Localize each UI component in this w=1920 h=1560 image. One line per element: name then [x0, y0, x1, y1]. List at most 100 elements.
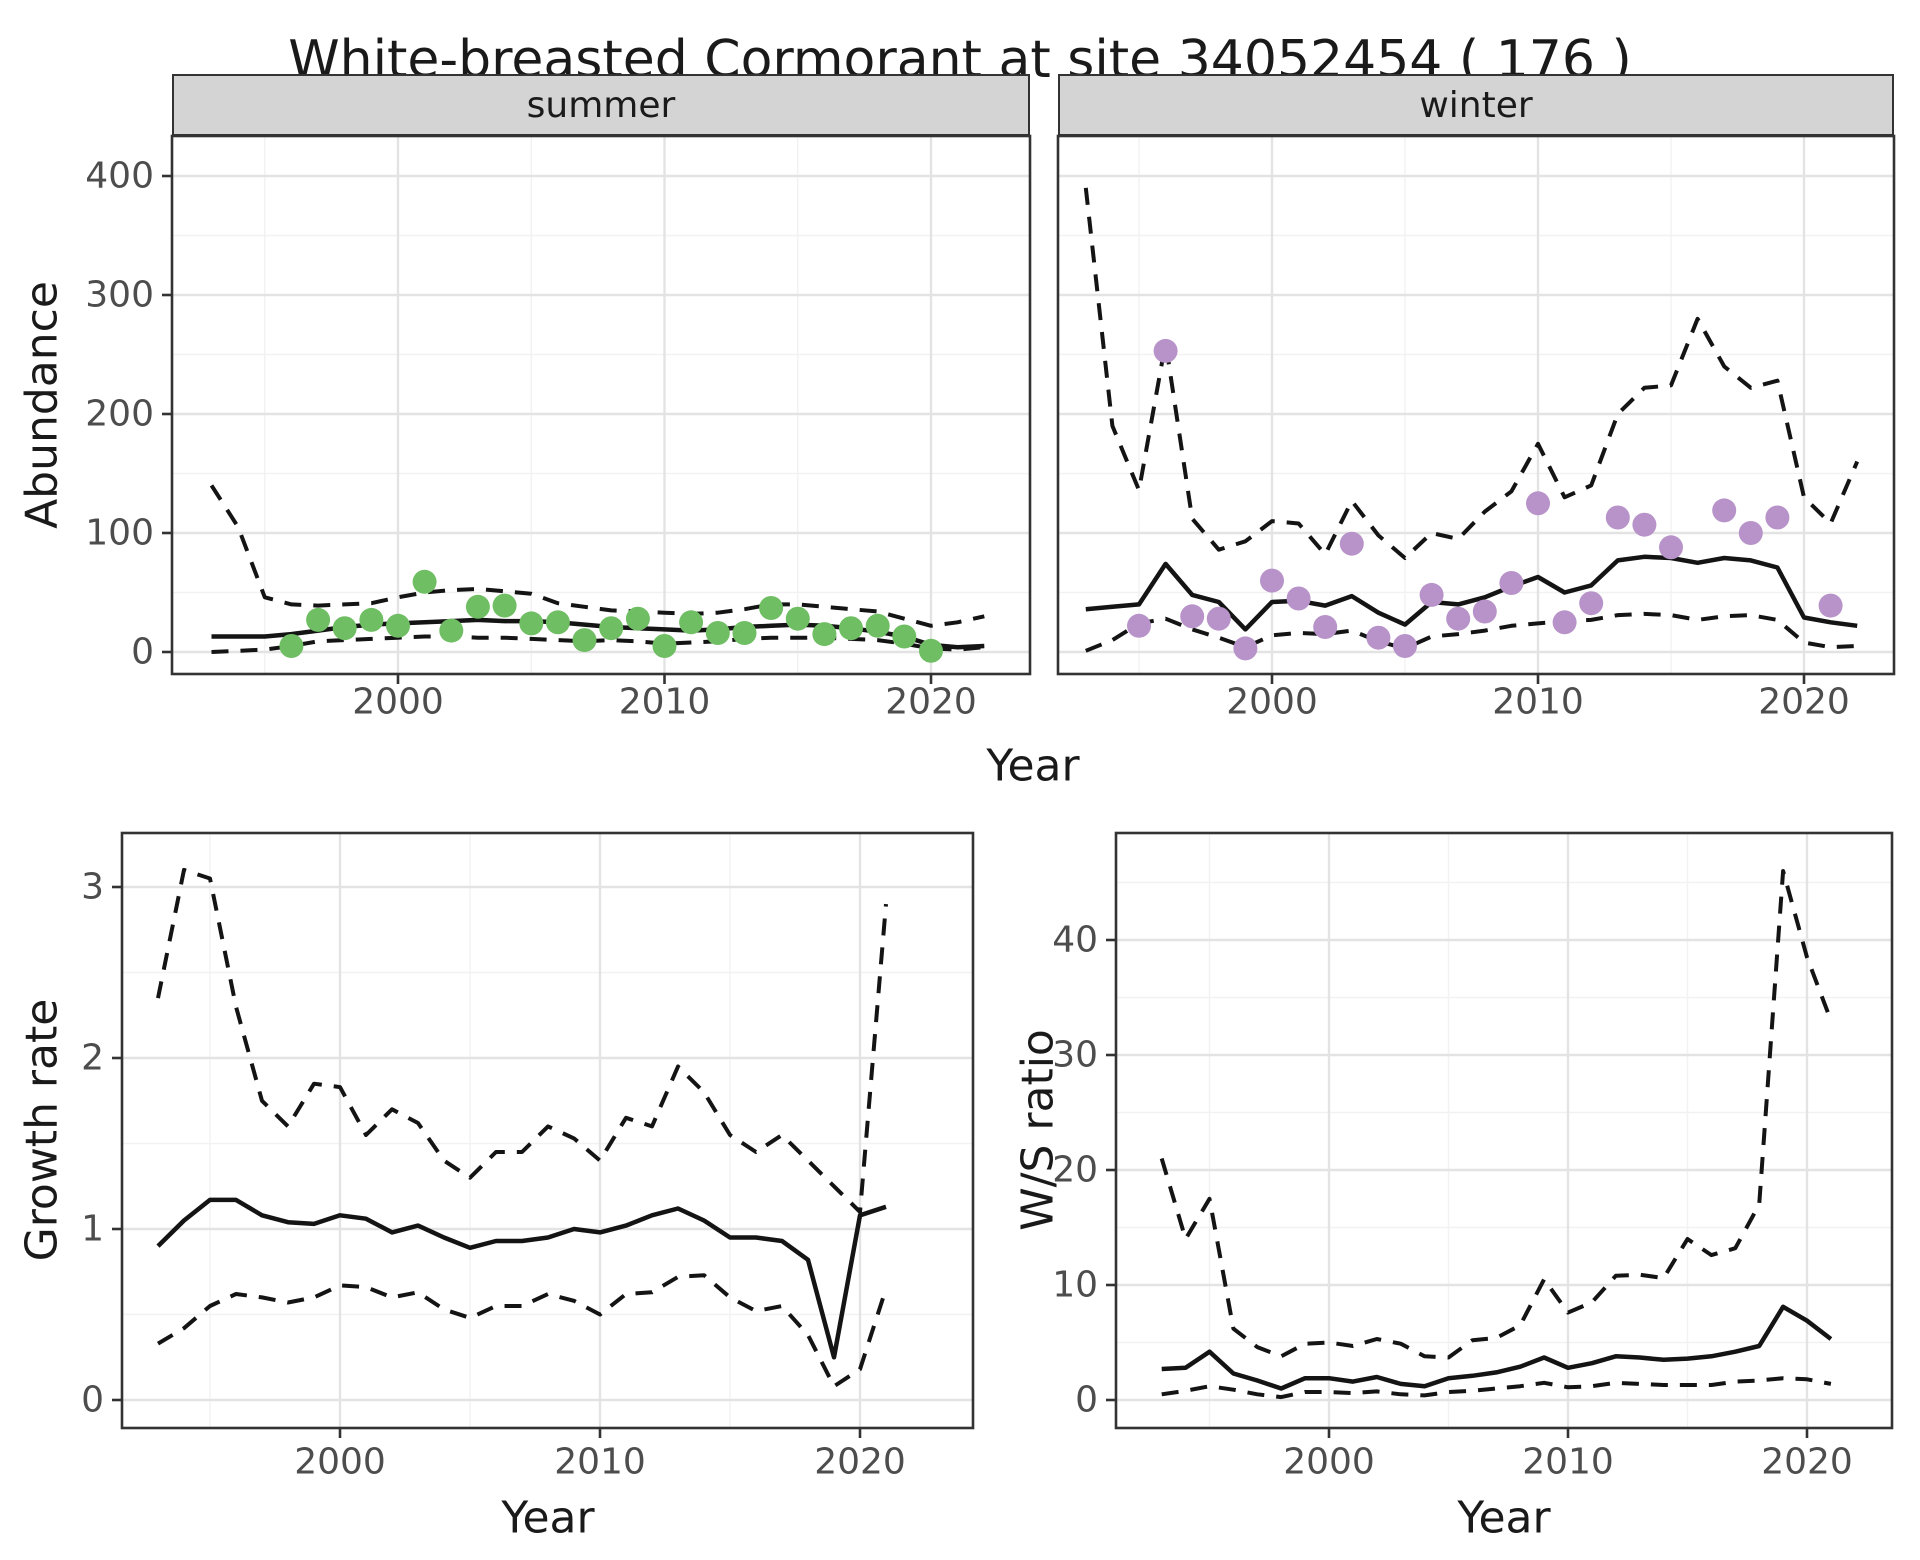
data-point-summer: [332, 616, 357, 641]
y-tick-label: 10: [1052, 1265, 1098, 1306]
data-point-summer: [306, 607, 331, 632]
panel-background: [1116, 833, 1892, 1428]
data-point-winter: [1738, 521, 1763, 545]
panel-border: [170, 134, 1032, 676]
x-tick-label: 2000: [294, 1442, 386, 1483]
x-tick-label: 2020: [1758, 682, 1850, 723]
facet-strip-winter: winter: [1058, 74, 1894, 136]
data-point-summer: [545, 610, 570, 635]
panel-border: [1114, 831, 1894, 1430]
panel-border: [120, 831, 975, 1430]
x-tick-label: 2010: [619, 682, 711, 723]
panel-growth-rate: 2000 2010 2020 0 1 2 3: [81, 831, 975, 1483]
series-fit: [1085, 554, 1858, 632]
y-tick-label: 1: [81, 1209, 104, 1250]
data-point-winter: [1446, 606, 1471, 631]
y-tick-label: 400: [85, 156, 154, 197]
y-tick-label: 100: [85, 513, 154, 554]
x-tick-label: 2010: [1522, 1442, 1614, 1483]
data-point-winter: [1632, 512, 1657, 537]
x-axis-title-ws-ratio: Year: [1457, 1492, 1551, 1544]
y-tick-label: 0: [131, 632, 154, 673]
x-tick-label: 2020: [1761, 1442, 1853, 1483]
data-point-summer: [625, 606, 650, 631]
series-fit: [156, 1197, 887, 1360]
data-point-winter: [1526, 491, 1550, 516]
data-point-summer: [572, 628, 597, 653]
panel-background: [1058, 136, 1894, 674]
facet-strip-summer: summer: [172, 74, 1030, 136]
data-point-summer: [679, 610, 704, 635]
data-point-winter: [1499, 571, 1524, 595]
data-point-summer: [785, 606, 810, 631]
panel-background: [172, 136, 1030, 674]
series-fit: [1161, 1304, 1833, 1391]
data-point-summer: [892, 624, 917, 649]
data-point-winter: [1366, 625, 1391, 650]
data-point-summer: [439, 618, 464, 643]
data-point-summer: [865, 613, 890, 638]
facet-strip-summer-label: summer: [526, 84, 676, 126]
data-point-summer: [705, 621, 730, 645]
data-point-summer: [919, 638, 943, 663]
data-point-winter: [1765, 505, 1790, 530]
data-point-winter: [1818, 593, 1843, 618]
data-point-winter: [1313, 615, 1338, 639]
data-point-winter: [1605, 505, 1630, 530]
y-tick-label: 200: [85, 394, 154, 435]
data-point-winter: [1659, 535, 1683, 560]
series-upper_ci: [1083, 187, 1860, 560]
data-point-summer: [412, 569, 437, 594]
data-point-winter: [1552, 610, 1577, 635]
panel-abundance-summer: 2000 2010 2020 0 100 200 300 400: [85, 134, 1032, 723]
data-point-summer: [839, 616, 863, 641]
data-point-winter: [1712, 498, 1737, 523]
data-point-summer: [812, 622, 837, 647]
data-point-summer: [279, 634, 304, 658]
y-tick-label: 3: [81, 867, 104, 908]
data-point-winter: [1286, 586, 1311, 611]
x-axis-title-growth-rate: Year: [501, 1492, 595, 1544]
x-tick-label: 2020: [814, 1442, 906, 1483]
y-tick-label: 20: [1052, 1150, 1098, 1191]
y-tick-label: 2: [81, 1038, 104, 1079]
panel-background: [122, 833, 973, 1428]
data-point-summer: [652, 634, 677, 658]
series-lower_ci: [1161, 1376, 1832, 1400]
data-point-winter: [1233, 636, 1258, 661]
data-point-summer: [599, 616, 624, 641]
data-point-winter: [1579, 591, 1604, 616]
data-point-summer: [465, 594, 490, 619]
series-lower_ci: [1085, 611, 1858, 653]
data-point-summer: [492, 593, 517, 618]
x-tick-label: 2000: [1226, 682, 1318, 723]
y-tick-label: 30: [1052, 1035, 1098, 1076]
x-axis-title-abundance: Year: [986, 740, 1080, 792]
data-point-winter: [1472, 599, 1497, 624]
data-point-winter: [1339, 531, 1364, 556]
data-point-summer: [732, 621, 757, 645]
data-point-winter: [1127, 613, 1151, 638]
data-point-winter: [1180, 604, 1205, 629]
data-point-winter: [1153, 338, 1178, 363]
series-lower_ci: [156, 1273, 888, 1389]
data-point-summer: [759, 596, 784, 620]
data-point-winter: [1260, 568, 1284, 593]
y-tick-label: 40: [1052, 920, 1098, 961]
series-upper_ci: [156, 867, 888, 1214]
data-point-summer: [359, 607, 384, 632]
data-point-winter: [1206, 606, 1231, 631]
data-point-winter: [1393, 634, 1417, 658]
panel-border: [1056, 134, 1896, 676]
y-tick-label: 0: [1075, 1380, 1098, 1421]
facet-strip-winter-label: winter: [1419, 84, 1533, 126]
panel-abundance-winter: 2000 2010 2020: [1056, 134, 1896, 723]
data-point-summer: [519, 611, 544, 636]
x-tick-label: 2010: [1492, 682, 1584, 723]
panel-ws-ratio: 2000 2010 2020 0 10 20 30 40: [1052, 831, 1894, 1483]
data-point-winter: [1419, 582, 1444, 607]
x-tick-label: 2000: [352, 682, 444, 723]
y-tick-label: 300: [85, 275, 154, 316]
